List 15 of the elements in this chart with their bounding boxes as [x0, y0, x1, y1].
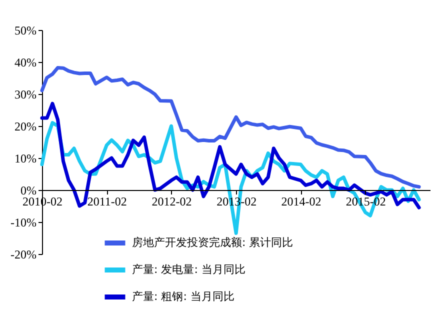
- y-tick-label: -10%: [10, 216, 36, 230]
- y-tick-label: 40%: [14, 56, 36, 70]
- y-tick-label: 50%: [14, 24, 36, 38]
- legend-label: 产量: 粗钢: 当月同比: [132, 290, 234, 303]
- x-tick-label: 2012-02: [152, 194, 192, 208]
- legend-label: 房地产开发投资完成额: 累计同比: [132, 236, 294, 249]
- y-tick-label: -20%: [10, 248, 36, 262]
- y-tick-label: 20%: [14, 120, 36, 134]
- line-series: [40, 66, 421, 189]
- y-tick-label: 10%: [14, 152, 36, 166]
- x-tick-label: 2014-02: [281, 194, 322, 208]
- y-tick-label: 30%: [14, 88, 36, 102]
- y-tick-label: 0%: [20, 184, 36, 198]
- x-tick-label: 2011-02: [87, 194, 127, 208]
- legend-label: 产量: 发电量: 当月同比: [132, 263, 246, 276]
